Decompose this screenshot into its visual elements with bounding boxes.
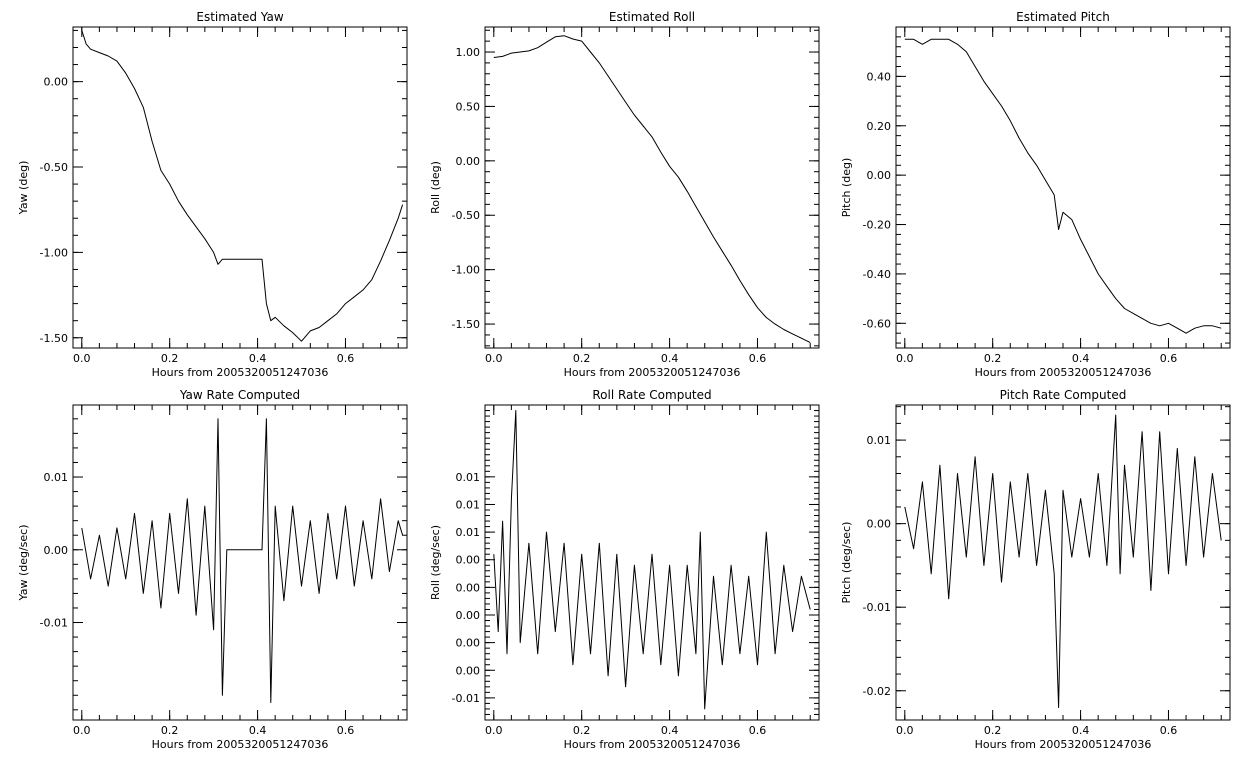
- estimated-roll-xtick-label: 0.4: [661, 352, 679, 365]
- roll-rate-computed-xtick-label: 0.4: [661, 724, 679, 737]
- estimated-roll-ytick-label: 0.00: [456, 155, 481, 168]
- pitch-rate-computed-xtick-label: 0.4: [1072, 724, 1090, 737]
- estimated-pitch-xtick-label: 0.6: [1160, 352, 1178, 365]
- estimated-yaw-ytick-label: -0.50: [40, 161, 68, 174]
- roll-rate-computed-ytick-label: -0.01: [452, 692, 480, 705]
- estimated-pitch-title: Estimated Pitch: [1016, 10, 1110, 24]
- roll-rate-computed-xtick-label: 0.0: [485, 724, 503, 737]
- estimated-yaw-ytick-label: -1.50: [40, 332, 68, 345]
- estimated-roll-chart: 0.0 0.2 0.4 0.6 -1.50 -1.00 -0.50 0.00 0.50 1.00 E…: [429, 10, 820, 379]
- yaw-rate-computed-xtick-label: 0.6: [337, 724, 355, 737]
- estimated-roll-series-line: [493, 35, 811, 344]
- yaw-rate-computed-xtick-label: 0.0: [73, 724, 91, 737]
- estimated-yaw-ylabel: Yaw (deg): [17, 161, 30, 216]
- estimated-roll-xlabel: Hours from 2005320051247036: [564, 366, 741, 379]
- estimated-roll-ylabel: Roll (deg): [429, 161, 442, 214]
- estimated-yaw-xlabel: Hours from 2005320051247036: [152, 366, 329, 379]
- estimated-yaw-ytick-label: -1.00: [40, 246, 68, 259]
- roll-rate-computed-chart: 0.0 0.2 0.4 0.6 -0.01 0.00 0.00 0.00 0.00 0.00 0.0…: [429, 388, 820, 751]
- estimated-pitch-ytick-label: 0.40: [867, 70, 892, 83]
- pitch-rate-computed-series-line: [904, 414, 1222, 708]
- estimated-pitch-xtick-label: 0.0: [896, 352, 914, 365]
- estimated-roll-ytick-label: -1.50: [452, 318, 480, 331]
- estimated-roll-xtick-label: 0.0: [485, 352, 503, 365]
- roll-rate-computed-ytick-label: 0.00: [456, 554, 481, 567]
- roll-rate-computed-xtick-label: 0.2: [573, 724, 591, 737]
- estimated-pitch-xlabel: Hours from 2005320051247036: [975, 366, 1152, 379]
- estimated-yaw-xtick-label: 0.6: [337, 352, 355, 365]
- yaw-rate-computed-xlabel: Hours from 2005320051247036: [152, 738, 329, 751]
- pitch-rate-computed-ytick-label: -0.02: [863, 685, 891, 698]
- estimated-roll-ytick-label: -0.50: [452, 209, 480, 222]
- pitch-rate-computed-xtick-label: 0.0: [896, 724, 914, 737]
- roll-rate-computed-ylabel: Roll (deg/sec): [429, 525, 442, 600]
- pitch-rate-computed-ytick-label: -0.01: [863, 601, 891, 614]
- estimated-yaw-title: Estimated Yaw: [196, 10, 283, 24]
- roll-rate-computed-ytick-label: 0.01: [456, 526, 481, 539]
- estimated-yaw-xtick-label: 0.0: [73, 352, 91, 365]
- yaw-rate-computed-title: Yaw Rate Computed: [179, 388, 300, 402]
- pitch-rate-computed-xlabel: Hours from 2005320051247036: [975, 738, 1152, 751]
- roll-rate-computed-ytick-label: 0.01: [456, 471, 481, 484]
- pitch-rate-computed-chart: 0.0 0.2 0.4 0.6 -0.02 -0.01 0.00 0.01 Pitch Rate…: [840, 388, 1231, 751]
- estimated-pitch-ytick-label: 0.00: [867, 169, 892, 182]
- estimated-roll-ytick-label: 1.00: [456, 46, 481, 59]
- estimated-yaw-xtick-label: 0.2: [161, 352, 179, 365]
- pitch-rate-computed-ylabel: Pitch (deg/sec): [840, 522, 853, 604]
- yaw-rate-computed-chart: 0.0 0.2 0.4 0.6 -0.01 0.00 0.01 Yaw Rate Comput…: [17, 388, 408, 751]
- estimated-pitch-ytick-label: 0.20: [867, 120, 892, 133]
- yaw-rate-computed-xtick-label: 0.4: [249, 724, 267, 737]
- yaw-rate-computed-ytick-label: -0.01: [40, 617, 68, 630]
- pitch-rate-computed-ytick-label: 0.01: [867, 434, 892, 447]
- yaw-rate-computed-ytick-label: 0.00: [44, 544, 69, 557]
- estimated-pitch-xtick-label: 0.4: [1072, 352, 1090, 365]
- estimated-roll-ytick-label: -1.00: [452, 264, 480, 277]
- roll-rate-computed-ytick-label: 0.00: [456, 581, 481, 594]
- estimated-pitch-ytick-label: -0.20: [863, 219, 891, 232]
- pitch-rate-computed-xtick-label: 0.6: [1160, 724, 1178, 737]
- yaw-rate-computed-ylabel: Yaw (deg/sec): [17, 524, 30, 601]
- estimated-roll-ytick-label: 0.50: [456, 100, 481, 113]
- estimated-yaw-chart: 0.0 0.2 0.4 0.6 -1.50 -1.00 -0.50 0.00 Estimated…: [17, 10, 408, 379]
- pitch-rate-computed-title: Pitch Rate Computed: [1000, 388, 1127, 402]
- roll-rate-computed-ytick-label: 0.01: [456, 498, 481, 511]
- estimated-roll-xtick-label: 0.2: [573, 352, 591, 365]
- roll-rate-computed-ytick-label: 0.00: [456, 664, 481, 677]
- yaw-rate-computed-ytick-label: 0.01: [44, 471, 69, 484]
- roll-rate-computed-xtick-label: 0.6: [749, 724, 767, 737]
- estimated-pitch-plot-frame: [895, 26, 1231, 349]
- estimated-pitch-xtick-label: 0.2: [984, 352, 1002, 365]
- yaw-rate-computed-series-line: [81, 418, 404, 703]
- estimated-yaw-series-line: [81, 30, 404, 342]
- roll-rate-computed-title: Roll Rate Computed: [592, 388, 711, 402]
- estimated-yaw-xtick-label: 0.4: [249, 352, 267, 365]
- estimated-pitch-series-line: [904, 38, 1222, 334]
- estimated-pitch-ytick-label: -0.40: [863, 268, 891, 281]
- pitch-rate-computed-ytick-label: 0.00: [867, 518, 892, 531]
- roll-rate-computed-ytick-label: 0.00: [456, 637, 481, 650]
- estimated-roll-xtick-label: 0.6: [749, 352, 767, 365]
- estimated-yaw-ytick-label: 0.00: [44, 76, 69, 89]
- estimated-pitch-ylabel: Pitch (deg): [840, 158, 853, 218]
- estimated-pitch-ytick-label: -0.60: [863, 317, 891, 330]
- estimated-pitch-chart: 0.0 0.2 0.4 0.6 -0.60 -0.40 -0.20 0.00 0.20 0.40 E…: [840, 10, 1231, 379]
- roll-rate-computed-xlabel: Hours from 2005320051247036: [564, 738, 741, 751]
- estimated-yaw-plot-frame: [72, 26, 408, 349]
- roll-rate-computed-ytick-label: 0.00: [456, 609, 481, 622]
- yaw-rate-computed-xtick-label: 0.2: [161, 724, 179, 737]
- roll-rate-computed-series-line: [493, 410, 811, 710]
- estimated-roll-plot-frame: [484, 26, 820, 349]
- estimated-roll-title: Estimated Roll: [609, 10, 695, 24]
- pitch-rate-computed-xtick-label: 0.2: [984, 724, 1002, 737]
